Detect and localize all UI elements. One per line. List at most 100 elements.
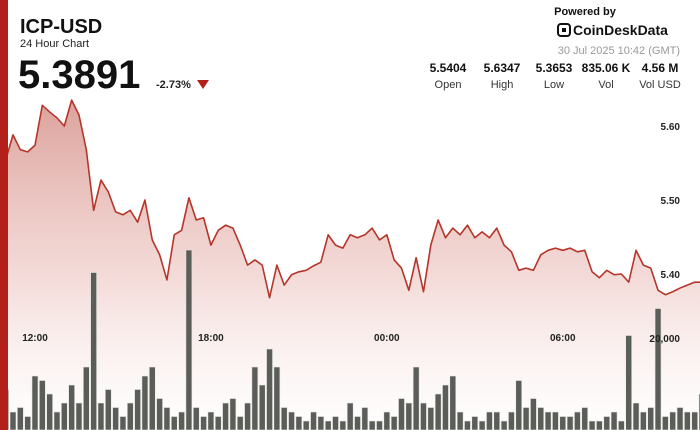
volume-bar xyxy=(97,402,105,430)
volume-bar xyxy=(251,366,259,430)
volume-bar xyxy=(185,249,193,430)
volume-bar xyxy=(478,420,486,430)
volume-bar xyxy=(691,411,698,430)
volume-bar xyxy=(434,393,442,430)
stat-label: Low xyxy=(544,79,564,91)
change: -2.73% xyxy=(156,79,191,91)
stat-value: 5.5404 xyxy=(430,61,467,75)
powered-by: Powered by xyxy=(554,6,617,18)
volume-bar xyxy=(574,411,581,430)
volume-bar xyxy=(405,402,413,430)
volume-bar xyxy=(493,411,501,430)
volume-bar xyxy=(640,411,647,430)
x-tick-label: 12:00 xyxy=(22,333,48,344)
volume-bar xyxy=(544,411,552,430)
volume-bar xyxy=(207,411,215,430)
volume-bar xyxy=(486,411,493,430)
volume-bar xyxy=(236,416,244,430)
volume-bar xyxy=(398,398,405,430)
volume-bar xyxy=(515,380,523,430)
volume-bar xyxy=(39,380,46,430)
volume-bar xyxy=(530,398,537,430)
volume-bar xyxy=(273,366,281,430)
volume-bar xyxy=(449,375,457,430)
volume-bar xyxy=(632,402,640,430)
stat-label: Vol USD xyxy=(639,79,681,91)
volume-bar xyxy=(302,420,310,430)
volume-bar xyxy=(68,384,75,430)
volume-bar xyxy=(354,416,361,430)
stat-label: Vol xyxy=(598,79,613,91)
volume-bar xyxy=(90,272,97,430)
volume-bar xyxy=(596,420,603,430)
volume-bar xyxy=(559,416,567,430)
volume-bar xyxy=(662,416,669,430)
volume-bar xyxy=(134,389,141,430)
volume-bar xyxy=(420,402,427,430)
y-tick-label: 5.50 xyxy=(661,196,681,207)
volume-bar xyxy=(163,407,171,430)
volume-bar xyxy=(310,411,317,430)
volume-bar xyxy=(346,402,354,430)
volume-bar xyxy=(31,375,39,430)
volume-bar xyxy=(200,416,207,430)
volume-bar xyxy=(676,407,684,430)
volume-bar xyxy=(581,407,589,430)
volume-bar xyxy=(456,411,464,430)
volume-bar xyxy=(156,398,163,430)
subtitle: 24 Hour Chart xyxy=(20,38,89,50)
volume-bar xyxy=(522,407,530,430)
volume-bar xyxy=(471,416,479,430)
volume-bar xyxy=(192,407,200,430)
plot-area xyxy=(8,99,700,430)
y-tick-label: 5.40 xyxy=(661,270,681,281)
volume-bar xyxy=(647,407,655,430)
volume-bar xyxy=(83,366,90,430)
timestamp: 30 Jul 2025 10:42 (GMT) xyxy=(558,45,680,57)
x-tick-label: 06:00 xyxy=(550,333,576,344)
volume-bar xyxy=(288,411,295,430)
volume-bar xyxy=(368,420,376,430)
volume-bar xyxy=(464,420,471,430)
stat-value: 4.56 M xyxy=(642,61,679,75)
volume-bar xyxy=(24,416,31,430)
volume-bar xyxy=(610,411,618,430)
brand: CoinDeskData xyxy=(573,22,668,38)
volume-bar xyxy=(104,389,112,430)
y-tick-label: 5.60 xyxy=(661,122,681,133)
down-arrow xyxy=(197,80,209,89)
volume-bar xyxy=(244,402,251,430)
volume-bar xyxy=(229,398,237,430)
y2-tick-label: 20,000 xyxy=(649,334,680,345)
volume-bar xyxy=(588,420,596,430)
volume-bar xyxy=(9,411,17,430)
volume-bar xyxy=(684,411,691,430)
x-tick-label: 00:00 xyxy=(374,333,400,344)
volume-bar xyxy=(112,407,119,430)
volume-bar xyxy=(508,411,515,430)
volume-bar xyxy=(390,416,398,430)
volume-bar xyxy=(442,384,449,430)
volume-bar xyxy=(119,416,127,430)
volume-bar xyxy=(148,366,156,430)
volume-bar xyxy=(317,416,325,430)
volume-bar xyxy=(427,407,435,430)
volume-bar xyxy=(603,416,611,430)
volume-bar xyxy=(383,411,391,430)
stat-value: 5.6347 xyxy=(484,61,521,75)
symbol: ICP-USD xyxy=(20,16,102,38)
volume-bar xyxy=(295,416,303,430)
volume-bar xyxy=(266,348,273,430)
price-line xyxy=(8,99,700,299)
volume-bar xyxy=(500,420,508,430)
price-area xyxy=(8,100,700,430)
volume-bar xyxy=(361,407,369,430)
stat-label: Open xyxy=(435,79,462,91)
volume-bar xyxy=(669,411,677,430)
x-tick-label: 18:00 xyxy=(198,333,224,344)
volume-bar xyxy=(339,420,347,430)
stat-label: High xyxy=(491,79,514,91)
volume-bar xyxy=(332,416,339,430)
